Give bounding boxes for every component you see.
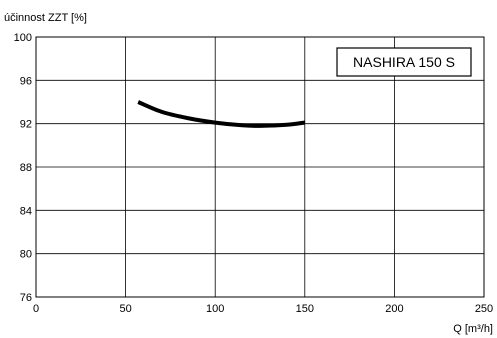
y-tick-label: 92 (20, 119, 32, 131)
y-tick-label: 88 (20, 162, 32, 174)
x-tick-label: 200 (385, 303, 403, 315)
legend-box: NASHIRA 150 S (336, 47, 472, 77)
x-tick-label: 100 (206, 303, 224, 315)
plot-frame (35, 36, 485, 298)
x-tick-label: 250 (475, 303, 493, 315)
x-tick-label: 0 (33, 303, 39, 315)
y-tick-label: 100 (14, 32, 32, 44)
x-axis-title: Q [m³/h] (453, 323, 493, 335)
series-layer (137, 100, 306, 128)
y-ticks: 76 80 84 88 92 96 100 (14, 32, 32, 304)
y-tick-label: 76 (20, 292, 32, 304)
x-tick-label: 50 (119, 303, 131, 315)
x-ticks: 0 50 100 150 200 250 (33, 303, 493, 315)
y-axis-title: účinnost ZZT [%] (4, 12, 87, 24)
legend-label: NASHIRA 150 S (353, 54, 455, 70)
y-tick-label: 80 (20, 249, 32, 261)
series-line (137, 100, 306, 128)
y-tick-label: 96 (20, 75, 32, 87)
x-tick-label: 150 (296, 303, 314, 315)
legend-frame (336, 47, 472, 77)
y-tick-label: 84 (20, 205, 32, 217)
